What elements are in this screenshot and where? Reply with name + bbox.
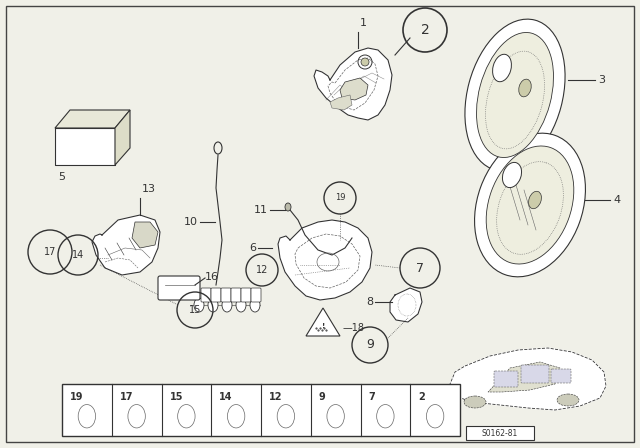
Polygon shape [390, 288, 422, 322]
Ellipse shape [465, 19, 565, 171]
Text: 6: 6 [249, 243, 256, 253]
Text: 2: 2 [419, 392, 425, 402]
Text: 11: 11 [254, 205, 268, 215]
Text: 19: 19 [335, 194, 345, 202]
Text: 8: 8 [366, 297, 373, 307]
Text: 9: 9 [319, 392, 326, 402]
Polygon shape [92, 215, 160, 275]
Polygon shape [330, 95, 352, 110]
Polygon shape [340, 78, 368, 100]
Ellipse shape [285, 203, 291, 211]
Ellipse shape [208, 298, 218, 312]
Text: 15: 15 [189, 305, 201, 315]
Ellipse shape [502, 163, 522, 188]
Text: 14: 14 [220, 392, 233, 402]
Ellipse shape [194, 298, 204, 312]
Text: 17: 17 [120, 392, 133, 402]
Text: —18: —18 [343, 323, 365, 333]
Ellipse shape [486, 146, 574, 264]
Text: 13: 13 [142, 184, 156, 194]
FancyBboxPatch shape [241, 288, 251, 302]
FancyBboxPatch shape [494, 371, 518, 387]
Circle shape [361, 58, 369, 66]
Text: 7: 7 [416, 262, 424, 275]
Text: 2: 2 [420, 23, 429, 37]
Ellipse shape [557, 394, 579, 406]
FancyBboxPatch shape [521, 365, 549, 383]
Polygon shape [115, 110, 130, 165]
FancyBboxPatch shape [221, 288, 231, 302]
Ellipse shape [493, 54, 511, 82]
Text: 15: 15 [170, 392, 183, 402]
FancyBboxPatch shape [551, 369, 571, 383]
Polygon shape [132, 222, 158, 248]
Polygon shape [314, 48, 392, 120]
Polygon shape [306, 308, 340, 336]
Text: 14: 14 [72, 250, 84, 260]
Text: !: ! [323, 323, 326, 329]
FancyBboxPatch shape [251, 288, 261, 302]
Polygon shape [450, 348, 606, 410]
Bar [62, 384, 460, 436]
FancyBboxPatch shape [158, 276, 200, 300]
Ellipse shape [250, 298, 260, 312]
Text: S0162-81: S0162-81 [482, 428, 518, 438]
Text: 9: 9 [366, 339, 374, 352]
Ellipse shape [519, 79, 531, 97]
Text: 4: 4 [613, 195, 620, 205]
Ellipse shape [474, 133, 586, 277]
Ellipse shape [464, 396, 486, 408]
Ellipse shape [529, 191, 541, 209]
Text: 16: 16 [205, 272, 219, 282]
FancyBboxPatch shape [201, 288, 211, 302]
Text: 7: 7 [369, 392, 375, 402]
Text: 19: 19 [70, 392, 83, 402]
Polygon shape [278, 220, 372, 300]
Ellipse shape [236, 298, 246, 312]
Text: 12: 12 [269, 392, 282, 402]
FancyBboxPatch shape [466, 426, 534, 440]
Ellipse shape [477, 33, 554, 158]
Text: 5: 5 [58, 172, 65, 182]
Text: 12: 12 [256, 265, 268, 275]
Polygon shape [488, 362, 560, 392]
Polygon shape [55, 110, 130, 128]
Text: 3: 3 [598, 75, 605, 85]
Text: 1: 1 [360, 18, 367, 28]
Ellipse shape [222, 298, 232, 312]
Text: 10: 10 [184, 217, 198, 227]
FancyBboxPatch shape [211, 288, 221, 302]
Text: 17: 17 [44, 247, 56, 257]
FancyBboxPatch shape [231, 288, 241, 302]
Polygon shape [55, 128, 115, 165]
